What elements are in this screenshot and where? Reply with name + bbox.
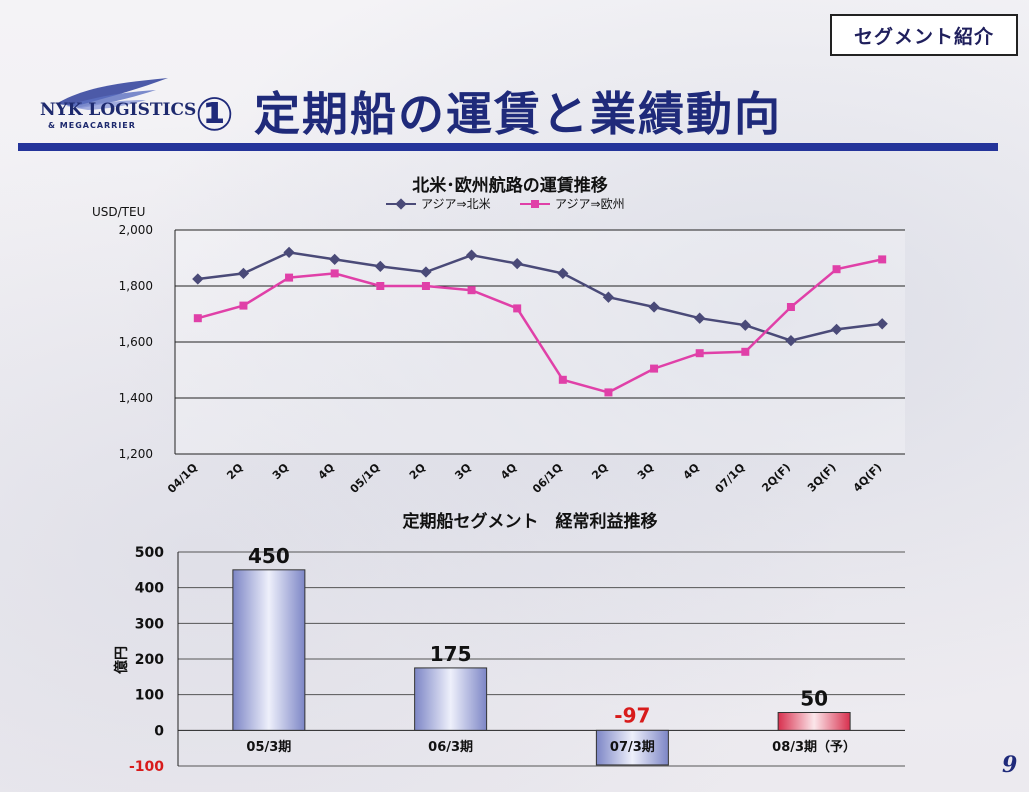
data-point-north-america [237,267,250,280]
data-point-europe [786,303,795,311]
data-point-north-america [785,334,797,347]
data-point-europe [741,347,750,356]
line-chart-ytick-label: 1,200 [119,447,153,461]
line-chart-ylabel: USD/TEU [92,205,145,219]
legend-label-north-america: アジア⇒北米 [421,197,491,211]
data-point-europe [285,273,294,282]
series-line-north-america [197,251,883,342]
nyk-logo-wings-icon [56,78,168,110]
page-title: ① 定期船の運賃と業績動向 [195,87,782,141]
data-point-north-america [465,249,478,261]
line-chart-ytick-label: 1,400 [119,391,153,405]
data-point-north-america [420,266,432,278]
freight-rate-line-chart: 北米･欧州航路の運賃推移 USD/TEU アジア⇒北米 アジア⇒欧州 1,200… [92,175,905,496]
data-point-north-america [876,318,888,330]
bar-chart-ytick-label: 400 [135,581,164,597]
line-chart-ytick-label: 1,800 [119,279,153,293]
legend-label-europe: アジア⇒欧州 [555,197,625,211]
bar-value-label: 450 [248,544,290,568]
line-chart-ytick-label: 1,600 [119,335,153,349]
bar-4 [777,712,851,731]
title-rule [18,143,998,151]
data-point-europe [695,349,704,358]
data-point-north-america [374,260,386,273]
bar-1 [232,569,306,731]
bar-chart-ytick-label: 100 [135,688,164,704]
bar-category-label: 08/3期（予） [772,739,856,755]
data-point-europe [513,304,522,313]
bar-chart-ylabel: 億円 [113,646,130,674]
data-point-europe [467,286,476,295]
logo-text: NYK LOGISTICS [40,100,197,120]
data-point-europe [330,269,339,278]
data-point-north-america [283,246,295,259]
bar-2 [414,667,488,731]
logo-subtext: & MEGACARRIER [48,121,136,130]
bar-chart-ytick-label: -100 [129,759,164,775]
data-point-europe [832,265,841,274]
bar-category-label: 06/3期 [428,740,473,755]
bar-chart-ytick-label: 0 [154,723,164,739]
data-point-europe [650,364,659,373]
data-point-north-america [557,267,569,280]
line-chart-title: 北米･欧州航路の運賃推移 [412,175,608,196]
data-point-europe [604,388,613,397]
data-point-north-america [694,312,706,324]
data-point-europe [376,282,385,290]
bar-value-label: -97 [614,703,650,727]
bar-category-label: 07/3期 [610,740,655,755]
data-point-north-america [329,253,341,266]
line-chart-legend: アジア⇒北米 アジア⇒欧州 [386,197,625,211]
data-point-north-america [602,291,615,303]
bar-chart-ytick-label: 500 [135,545,164,561]
bar-value-label: 175 [430,642,472,666]
bar-chart-title: 定期船セグメント 経常利益推移 [403,511,658,532]
data-point-north-america [648,301,660,313]
line-chart-ytick-label: 2,000 [119,223,153,237]
section-badge: セグメント紹介 [830,14,1018,56]
bar-chart-ytick-label: 300 [135,616,164,632]
bar-value-label: 50 [800,687,828,711]
data-point-north-america [830,323,843,336]
data-point-europe [193,314,202,323]
data-point-europe [558,375,567,384]
bar-chart-ytick-label: 200 [135,652,164,668]
data-point-europe [239,301,248,310]
series-line-europe [197,258,883,394]
data-point-north-america [739,319,751,331]
bar-3 [595,729,669,766]
data-point-europe [878,255,887,264]
data-point-north-america [511,257,523,270]
bar-category-label: 05/3期 [246,740,291,755]
page-number: 9 [1002,752,1018,778]
data-point-europe [421,282,430,290]
data-point-north-america [192,273,204,285]
